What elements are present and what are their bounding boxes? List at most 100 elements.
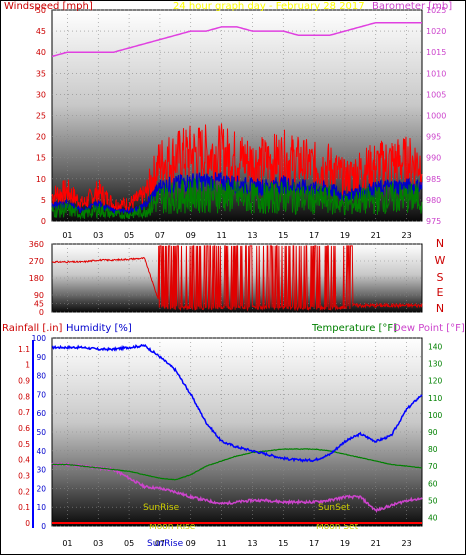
compass-letter: W	[435, 254, 446, 267]
humidity-y-tick-label: 20	[36, 484, 46, 493]
temperature-y-tick-label: 50	[428, 496, 438, 505]
barometer-y-tick-label: 1010	[426, 69, 446, 78]
humidity-y-tick-label: 50	[36, 428, 46, 437]
humidity-y-tick-label: 0	[41, 522, 46, 531]
temperature-y-tick-label: 120	[428, 377, 443, 386]
wind-speed-line	[51, 177, 423, 220]
wind-y-tick-label: 20	[36, 133, 46, 142]
direction-y-tick-label: 0	[39, 308, 44, 317]
barometer-y-tick-label: 1015	[426, 48, 446, 57]
temperature-y-tick-label: 140	[428, 343, 443, 352]
humidity-y-tick-label: 30	[36, 466, 46, 475]
direction-y-tick-label: 270	[29, 257, 44, 266]
direction-y-tick-label: 180	[29, 274, 44, 283]
wind-x-tick-label: 11	[216, 231, 226, 240]
humidity-y-tick-label: 100	[32, 334, 47, 343]
rain-y-tick-label: 0	[25, 519, 30, 528]
sunrise-bottom-label: SunRise	[147, 539, 184, 549]
wind-y-tick-label: 5	[41, 196, 46, 205]
temperature-line	[52, 448, 423, 481]
barometer-axis-label: Barometer [mb]	[372, 1, 452, 12]
temperature-y-tick-label: 60	[428, 479, 438, 488]
barometer-line	[51, 21, 422, 58]
wind-y-tick-label: 15	[36, 154, 46, 163]
temperature-y-tick-label: 110	[428, 394, 443, 403]
dewpoint-axis-label: Dew Point [°F]	[393, 323, 465, 334]
temperature-y-tick-label: 130	[428, 360, 443, 369]
rain-y-tick-label: 0.3	[18, 472, 30, 481]
rain-y-tick-label: 0.6	[18, 424, 30, 433]
bottom-x-tick-label: 23	[401, 539, 411, 548]
barometer-y-tick-label: 995	[426, 133, 441, 142]
temperature-y-tick-label: 70	[428, 462, 438, 471]
moonrise-label: Moon Rise	[149, 522, 196, 532]
humidity-line	[52, 343, 423, 463]
humidity-y-tick-label: 90	[36, 353, 46, 362]
barometer-y-tick-label: 980	[426, 196, 441, 205]
temperature-y-tick-label: 40	[428, 513, 438, 522]
compass-letter: E	[437, 286, 444, 299]
humidity-y-tick-label: 60	[36, 409, 46, 418]
wind-y-tick-label: 30	[36, 90, 46, 99]
windspeed-axis-label: Windspeed [mph]	[4, 1, 93, 12]
barometer-y-tick-label: 975	[426, 217, 441, 226]
wind-x-tick-label: 09	[186, 231, 196, 240]
wind-y-tick-label: 40	[36, 48, 46, 57]
barometer-y-tick-label: 985	[426, 175, 441, 184]
wind-x-tick-label: 17	[309, 231, 319, 240]
wind-y-tick-label: 10	[36, 175, 46, 184]
direction-line	[51, 245, 423, 312]
bottom-x-tick-label: 03	[93, 539, 103, 548]
wind-y-tick-label: 45	[36, 27, 46, 36]
bottom-x-tick-label: 21	[371, 539, 381, 548]
wind-x-tick-label: 15	[278, 231, 288, 240]
wind-x-tick-label: 05	[124, 231, 134, 240]
compass-letter: N	[436, 302, 444, 315]
humidity-y-tick-label: 40	[36, 447, 46, 456]
wind-x-tick-label: 07	[155, 231, 165, 240]
series-layer	[51, 21, 423, 514]
barometer-y-tick-label: 1005	[426, 90, 446, 99]
barometer-y-tick-label: 1000	[426, 112, 446, 121]
barometer-y-tick-label: 1025	[426, 6, 446, 15]
wind-x-tick-label: 01	[62, 231, 72, 240]
direction-y-tick-label: 360	[29, 240, 44, 249]
temperature-y-tick-label: 80	[428, 445, 438, 454]
sunset-label: SunSet	[318, 503, 350, 513]
bottom-x-tick-label: 01	[62, 539, 72, 548]
bottom-x-tick-label: 05	[124, 539, 134, 548]
chart-title: 24 hour graph day - February 28 2017	[173, 1, 365, 12]
wind-x-tick-label: 21	[371, 231, 381, 240]
rain-y-tick-label: 0.9	[18, 377, 30, 386]
barometer-y-tick-label: 990	[426, 154, 441, 163]
bottom-x-tick-label: 09	[186, 539, 196, 548]
humidity-y-tick-label: 10	[36, 503, 46, 512]
wind-y-tick-label: 25	[36, 112, 46, 121]
wind-x-tick-label: 23	[401, 231, 411, 240]
temperature-axis-label: Temperature [°F]	[311, 323, 397, 334]
rainfall-axis-label: Rainfall [.in]	[2, 323, 63, 334]
bottom-x-tick-label: 15	[278, 539, 288, 548]
compass-letter: S	[437, 271, 444, 284]
direction-y-tick-label: 45	[34, 300, 44, 309]
rain-y-tick-label: 0.4	[18, 456, 30, 465]
temperature-y-tick-label: 100	[428, 411, 443, 420]
wind-x-tick-label: 13	[247, 231, 257, 240]
bottom-x-tick-label: 17	[309, 539, 319, 548]
wind-y-tick-label: 0	[41, 217, 46, 226]
rain-y-tick-label: 0.7	[18, 408, 30, 417]
axis-ticks: 0510152025303540455097598098599099510001…	[18, 6, 446, 548]
humidity-y-tick-label: 80	[36, 372, 46, 381]
rain-y-tick-label: 0.2	[18, 487, 30, 496]
humidity-y-tick-label: 70	[36, 390, 46, 399]
barometer-y-tick-label: 1020	[426, 27, 446, 36]
moonset-label: Moon Set	[316, 522, 359, 532]
sunrise-label: SunRise	[143, 503, 180, 513]
wind-y-tick-label: 35	[36, 69, 46, 78]
compass-letter: N	[436, 237, 444, 250]
rain-y-tick-label: 0.5	[18, 440, 30, 449]
wind-y-tick-label: 50	[36, 6, 46, 15]
